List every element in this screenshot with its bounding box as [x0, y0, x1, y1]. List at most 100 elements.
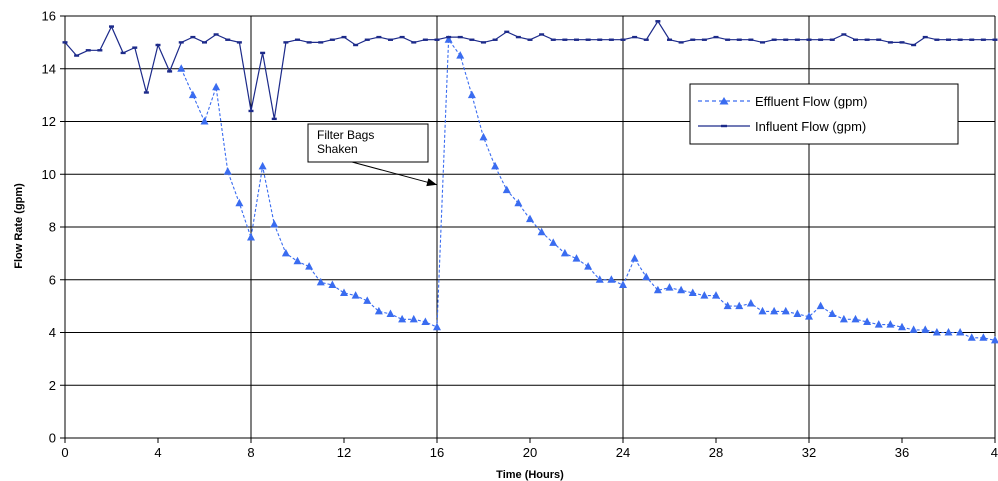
influent-point-47 [608, 38, 614, 41]
effluent-point-63 [909, 325, 918, 333]
effluent-point-70 [991, 335, 998, 344]
annotation-line-1: Filter Bags [317, 128, 374, 142]
influent-point-22 [318, 41, 324, 44]
influent-point-0 [62, 41, 68, 44]
effluent-point-20 [409, 314, 418, 323]
effluent-point-52 [781, 306, 790, 315]
influent-point-59 [748, 38, 754, 41]
influent-point-31 [422, 38, 428, 41]
influent-point-8 [155, 43, 161, 47]
influent-point-75 [934, 38, 940, 41]
y-axis-label: Flow Rate (gpm) [13, 183, 25, 269]
effluent-point-22 [433, 322, 441, 331]
effluent-point-7 [258, 161, 267, 170]
influent-point-12 [202, 41, 207, 44]
influent-point-25 [353, 43, 359, 47]
influent-point-21 [306, 41, 312, 44]
influent-point-6 [132, 46, 138, 49]
influent-point-42 [550, 38, 556, 41]
annotation-arrowhead [426, 178, 437, 187]
influent-point-24 [341, 35, 347, 39]
effluent-point-29 [514, 198, 523, 207]
influent-point-68 [853, 38, 858, 41]
influent-point-73 [911, 43, 917, 47]
effluent-point-44 [688, 288, 697, 296]
series-influent-flow [62, 20, 998, 121]
axes [60, 15, 996, 443]
x-tick-label-0: 0 [61, 445, 68, 460]
effluent-point-13 [328, 280, 337, 289]
influent-point-35 [469, 38, 475, 41]
effluent-point-0 [177, 64, 186, 72]
effluent-point-54 [805, 312, 813, 320]
effluent-point-12 [316, 277, 325, 286]
influent-point-78 [969, 38, 975, 41]
y-tick-label-10: 10 [42, 167, 56, 182]
influent-point-52 [667, 38, 672, 41]
influent-point-28 [388, 38, 393, 41]
influent-point-62 [783, 38, 789, 41]
effluent-point-21 [421, 317, 430, 325]
effluent-point-2 [200, 117, 209, 125]
influent-point-57 [725, 38, 731, 41]
influent-point-40 [527, 38, 533, 41]
effluent-point-32 [549, 238, 558, 246]
influent-point-63 [794, 38, 800, 41]
influent-point-37 [492, 38, 498, 41]
effluent-point-43 [677, 285, 686, 294]
effluent-point-33 [560, 248, 569, 257]
influent-point-30 [411, 41, 417, 44]
effluent-point-47 [723, 301, 732, 310]
influent-point-44 [574, 38, 579, 41]
y-tick-label-14: 14 [42, 61, 56, 76]
influent-point-10 [178, 41, 184, 44]
x-tick-label-10: 4 [991, 445, 998, 460]
influent-point-48 [620, 38, 626, 41]
effluent-point-14 [340, 288, 348, 296]
influent-point-33 [446, 35, 452, 39]
legend-effluent-marker [719, 97, 729, 105]
effluent-point-69 [979, 333, 988, 341]
effluent-point-56 [828, 309, 837, 318]
effluent-point-48 [735, 301, 744, 310]
effluent-point-49 [746, 298, 755, 307]
influent-point-45 [585, 38, 591, 41]
influent-point-9 [167, 70, 173, 73]
x-tick-label-5: 20 [523, 445, 537, 460]
effluent-point-8 [270, 219, 279, 228]
series-effluent-flow [177, 35, 998, 344]
effluent-point-5 [235, 198, 244, 207]
legend-influent-marker [721, 124, 727, 128]
influent-point-76 [946, 38, 951, 41]
influent-point-58 [736, 38, 742, 41]
influent-point-36 [481, 41, 486, 44]
effluent-point-64 [921, 325, 930, 333]
influent-point-66 [829, 38, 835, 41]
influent-point-53 [678, 41, 684, 44]
effluent-point-58 [851, 314, 860, 323]
influent-point-7 [143, 91, 149, 94]
effluent-point-46 [712, 291, 720, 299]
influent-point-16 [248, 109, 254, 113]
effluent-point-34 [572, 254, 581, 262]
effluent-point-53 [793, 309, 802, 318]
influent-point-2 [85, 49, 91, 52]
x-tick-label-1: 4 [154, 445, 161, 460]
y-tick-label-4: 4 [49, 325, 56, 340]
influent-point-69 [864, 38, 870, 41]
effluent-point-16 [363, 296, 372, 304]
influent-point-56 [713, 35, 719, 39]
legend-item-influent: Influent Flow (gpm) [698, 119, 866, 134]
gridlines [65, 15, 996, 438]
influent-point-11 [190, 35, 196, 39]
effluent-point-51 [770, 306, 779, 315]
effluent-point-67 [956, 328, 965, 336]
effluent-point-42 [665, 283, 674, 291]
influent-point-3 [97, 49, 103, 52]
effluent-point-31 [537, 227, 546, 236]
effluent-point-40 [642, 272, 651, 281]
annotation-arrow [351, 161, 438, 186]
effluent-line [180, 38, 996, 341]
